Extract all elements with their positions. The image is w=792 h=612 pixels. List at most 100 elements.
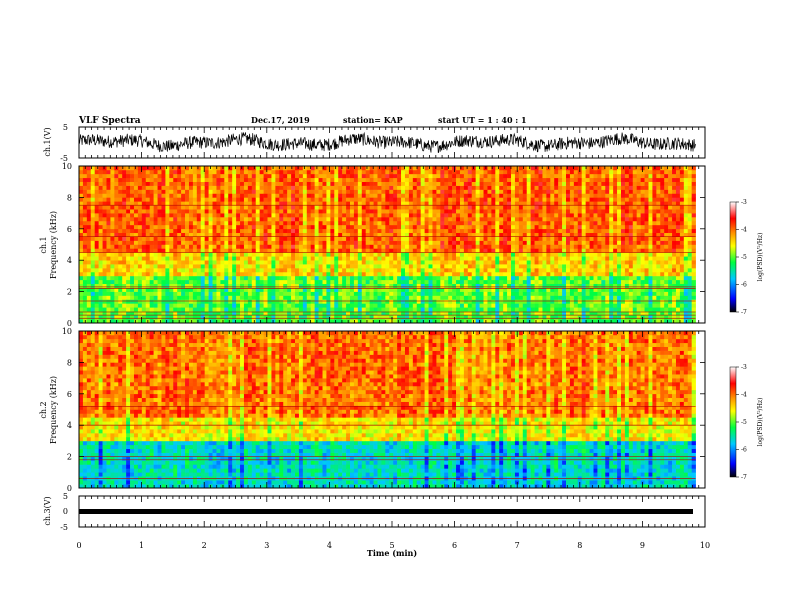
spectrogram-cell	[338, 268, 343, 273]
spectrogram-cell	[503, 240, 508, 245]
spectrogram-cell	[196, 260, 202, 265]
spectrogram-cell	[342, 240, 347, 245]
spectrogram-cell	[330, 205, 335, 210]
spectrogram-cell	[114, 279, 119, 285]
spectrogram-cell	[106, 268, 111, 273]
spectrogram-cell	[342, 181, 347, 186]
spectrogram-cell	[243, 279, 249, 285]
spectrogram-cell	[534, 181, 539, 186]
spectrogram-cell	[145, 279, 150, 285]
spectrogram-cell	[514, 236, 520, 241]
spectrogram-cell	[216, 224, 221, 230]
spectrogram-cell	[283, 256, 288, 261]
spectrogram-cell	[518, 295, 524, 300]
spectrogram-cell	[263, 173, 268, 179]
spectrogram-cell	[491, 275, 496, 281]
spectrogram-cell	[110, 173, 115, 179]
spectrogram-cell	[507, 185, 512, 190]
spectrogram-cell	[416, 181, 421, 186]
spectrogram-cell	[475, 205, 480, 210]
spectrogram-cell	[369, 189, 374, 194]
spectrogram-cell	[267, 311, 272, 316]
spectrogram-cell	[298, 236, 304, 241]
spectrogram-cell	[416, 260, 421, 265]
spectrogram-cell	[467, 209, 473, 214]
spectrogram-cell	[82, 279, 88, 285]
spectrogram-cell	[102, 205, 107, 210]
spectrogram-cell	[514, 181, 520, 186]
spectrogram-cell	[385, 315, 390, 320]
spectrogram-cell	[436, 264, 441, 269]
spectrogram-cell	[82, 217, 88, 222]
spectrogram-cell	[530, 217, 535, 222]
spectrogram-cell	[220, 268, 225, 273]
spectrogram-cell	[373, 205, 378, 210]
spectrogram-cell	[279, 209, 284, 214]
spectrogram-cell	[436, 232, 441, 237]
spectrogram-cell	[393, 299, 398, 304]
spectrogram-cell	[365, 287, 370, 292]
spectrogram-cell	[546, 213, 551, 218]
spectrogram-cell	[243, 291, 249, 296]
spectrogram-cell	[342, 311, 347, 316]
spectrogram-cell	[542, 311, 547, 316]
spectrogram-cell	[432, 201, 437, 206]
spectrogram-cell	[397, 169, 402, 175]
spectrogram-cell	[295, 311, 300, 316]
spectrogram-cell	[326, 283, 331, 288]
spectrogram-cell	[342, 205, 347, 210]
spectrogram-cell	[200, 189, 205, 194]
spectrogram-cell	[349, 244, 355, 249]
spectrogram-cell	[346, 213, 351, 218]
spectrogram-cell	[310, 220, 315, 226]
spectrogram-cell	[208, 271, 213, 277]
spectrogram-cell	[330, 189, 335, 194]
spectrogram-cell	[228, 177, 233, 182]
spectrogram-cell	[526, 279, 531, 285]
spectrogram-cell	[306, 256, 312, 261]
spectrogram-cell	[110, 217, 115, 222]
spectrogram-cell	[530, 319, 535, 324]
spectrogram-cell	[130, 315, 135, 320]
spectrogram-cell	[161, 189, 166, 194]
spectrogram-cell	[467, 177, 473, 182]
spectrogram-cell	[534, 248, 539, 253]
spectrogram-cell	[448, 169, 453, 175]
spectrogram-cell	[126, 311, 131, 316]
spectrogram-cell	[389, 213, 394, 218]
spectrogram-cell	[440, 279, 445, 285]
spectrogram-cell	[188, 275, 194, 281]
spectrogram-cell	[397, 244, 402, 249]
spectrogram-cell	[416, 217, 421, 222]
spectrogram-cell	[310, 185, 315, 190]
spectrogram-cell	[82, 252, 88, 257]
spectrogram-cell	[436, 240, 441, 245]
spectrogram-cell	[483, 169, 488, 175]
spectrogram-cell	[181, 264, 186, 269]
spectrogram-cell	[82, 213, 88, 218]
spectrogram-cell	[349, 205, 355, 210]
spectrogram-cell	[302, 299, 308, 304]
spectrogram-cell	[181, 166, 186, 171]
spectrogram-cell	[251, 217, 257, 222]
spectrogram-cell	[247, 181, 253, 186]
spectrogram-cell	[550, 197, 555, 202]
spectrogram-cell	[322, 303, 327, 308]
spectrogram-cell	[114, 220, 119, 226]
spectrogram-cell	[228, 205, 233, 210]
spectrogram-cell	[181, 295, 186, 300]
spectrogram-cell	[133, 213, 139, 218]
spectrogram-cell	[196, 209, 202, 214]
spectrogram-cell	[471, 240, 476, 245]
spectrogram-cell	[487, 283, 492, 288]
spectrogram-cell	[346, 224, 351, 230]
spectrogram-cell	[342, 307, 347, 312]
spectrogram-cell	[149, 275, 154, 281]
spectrogram-cell	[196, 299, 202, 304]
spectrogram-cell	[228, 228, 233, 234]
spectrogram-cell	[566, 311, 571, 316]
spectrogram-cell	[302, 193, 308, 198]
spectrogram-cell	[440, 248, 445, 253]
spectrogram-cell	[444, 260, 449, 265]
spectrogram-cell	[145, 228, 150, 234]
